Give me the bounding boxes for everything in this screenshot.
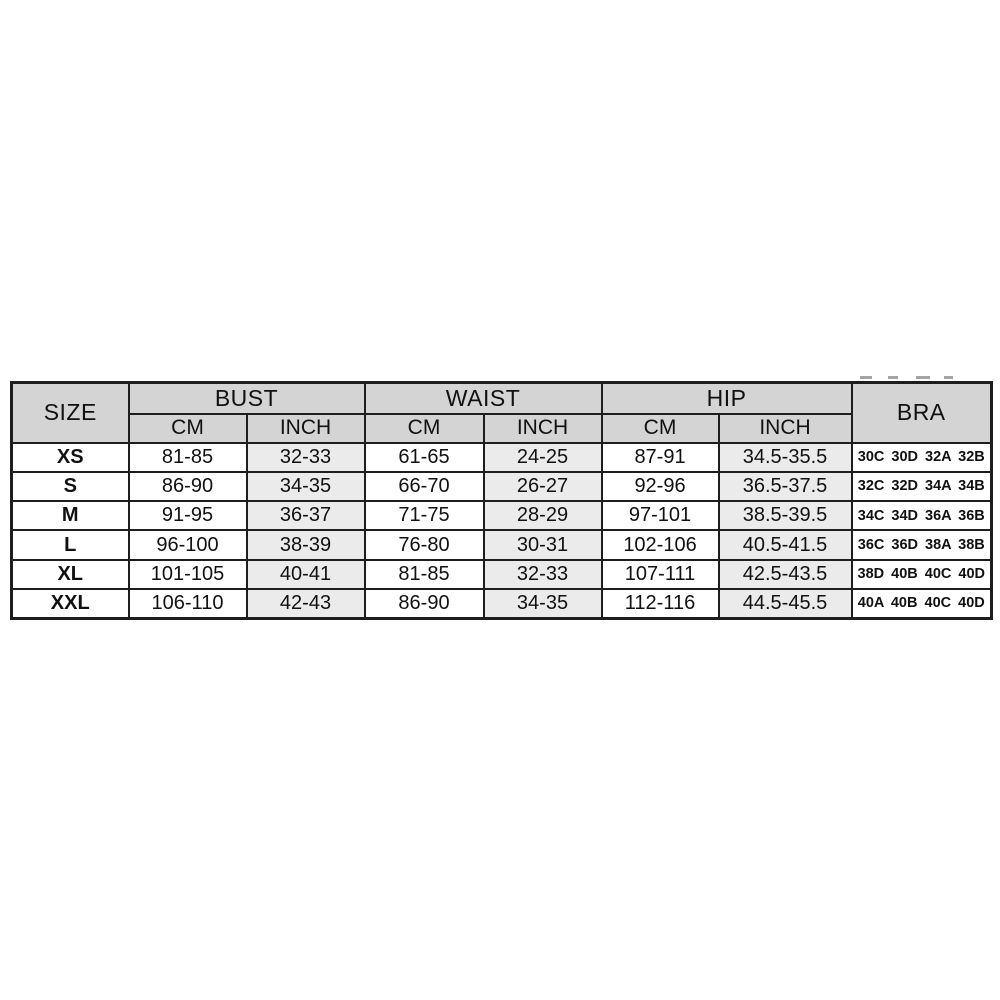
waist-cm-value: 66-70: [363, 470, 485, 503]
bust-cm-value: 106-110: [127, 587, 248, 620]
bust-inch-value: 40-41: [245, 558, 366, 590]
size-label: XS: [10, 441, 130, 473]
header-size: SIZE: [10, 381, 130, 444]
size-label: XXL: [10, 587, 130, 620]
hip-cm-value: 107-111: [600, 558, 720, 590]
table-row-xxl: XXL 106-110 42-43 86-90 34-35 112-116 44…: [10, 587, 993, 620]
hip-cm-value: 102-106: [600, 529, 720, 561]
hip-inch-value: 34.5-35.5: [717, 441, 853, 473]
table-row-s: S 86-90 34-35 66-70 26-27 92-96 36.5-37.…: [10, 470, 993, 503]
header-bust-cm: CM: [127, 412, 248, 444]
bust-cm-value: 101-105: [127, 558, 248, 590]
header-row-units: CM INCH CM INCH CM INCH: [12, 412, 992, 444]
hip-cm-value: 92-96: [600, 470, 720, 503]
bust-cm-value: 96-100: [127, 529, 248, 561]
hip-cm-value: 87-91: [600, 441, 720, 473]
waist-inch-value: 34-35: [482, 587, 603, 620]
hip-inch-value: 42.5-43.5: [717, 558, 853, 590]
bra-sizes-value: 30C 30D 32A 32B: [850, 441, 993, 473]
header-waist: WAIST: [363, 381, 603, 415]
header-waist-inch: INCH: [482, 412, 603, 444]
hip-inch-value: 40.5-41.5: [717, 529, 853, 561]
bra-sizes-value: 38D 40B 40C 40D: [850, 558, 993, 590]
table-row-xl: XL 101-105 40-41 81-85 32-33 107-111 42.…: [10, 558, 993, 590]
bra-sizes-value: 40A 40B 40C 40D: [850, 587, 993, 620]
bust-cm-value: 91-95: [127, 500, 248, 532]
hip-inch-value: 36.5-37.5: [717, 470, 853, 503]
size-label: S: [10, 470, 130, 503]
cropped-text-artifact: [856, 376, 976, 380]
bust-inch-value: 34-35: [245, 470, 366, 503]
header-bra: BRA: [850, 381, 993, 444]
waist-cm-value: 71-75: [363, 500, 485, 532]
bra-sizes-value: 34C 34D 36A 36B: [850, 500, 993, 532]
size-chart-table: SIZE BUST WAIST HIP BRA CM INCH CM INCH …: [10, 381, 994, 620]
header-row-groups: SIZE BUST WAIST HIP BRA: [10, 381, 993, 444]
waist-inch-value: 30-31: [482, 529, 603, 561]
waist-inch-value: 32-33: [482, 558, 603, 590]
waist-inch-value: 24-25: [482, 441, 603, 473]
waist-cm-value: 81-85: [363, 558, 485, 590]
waist-cm-value: 76-80: [363, 529, 485, 561]
waist-inch-value: 28-29: [482, 500, 603, 532]
waist-cm-value: 61-65: [363, 441, 485, 473]
bust-cm-value: 81-85: [127, 441, 248, 473]
header-hip-inch: INCH: [717, 412, 853, 444]
hip-cm-value: 112-116: [600, 587, 720, 620]
bra-sizes-value: 32C 32D 34A 34B: [850, 470, 993, 503]
size-label: XL: [10, 558, 130, 590]
header-bust-inch: INCH: [245, 412, 366, 444]
bust-inch-value: 32-33: [245, 441, 366, 473]
hip-inch-value: 38.5-39.5: [717, 500, 853, 532]
header-hip-cm: CM: [600, 412, 720, 444]
header-waist-cm: CM: [363, 412, 485, 444]
hip-inch-value: 44.5-45.5: [717, 587, 853, 620]
size-label: M: [10, 500, 130, 532]
bra-sizes-value: 36C 36D 38A 38B: [850, 529, 993, 561]
bust-inch-value: 42-43: [245, 587, 366, 620]
table-row-l: L 96-100 38-39 76-80 30-31 102-106 40.5-…: [10, 529, 993, 561]
bust-inch-value: 36-37: [245, 500, 366, 532]
waist-cm-value: 86-90: [363, 587, 485, 620]
table-row-xs: XS 81-85 32-33 61-65 24-25 87-91 34.5-35…: [10, 441, 993, 473]
bust-cm-value: 86-90: [127, 470, 248, 503]
bust-inch-value: 38-39: [245, 529, 366, 561]
header-bust: BUST: [127, 381, 366, 415]
header-hip: HIP: [600, 381, 853, 415]
size-label: L: [10, 529, 130, 561]
table-row-m: M 91-95 36-37 71-75 28-29 97-101 38.5-39…: [10, 500, 993, 532]
waist-inch-value: 26-27: [482, 470, 603, 503]
hip-cm-value: 97-101: [600, 500, 720, 532]
